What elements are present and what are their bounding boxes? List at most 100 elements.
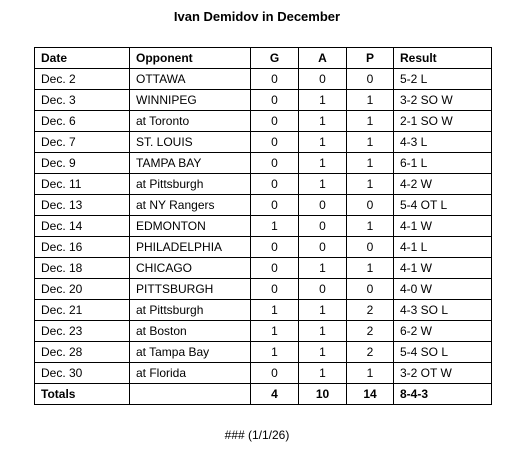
cell: 1 bbox=[298, 362, 347, 384]
cell: 0 bbox=[250, 131, 299, 153]
cell: 0 bbox=[250, 362, 299, 384]
game-row: Dec. 30 at Florida 0 1 1 3-2 OT W bbox=[34, 362, 492, 384]
cell: 1 bbox=[346, 131, 394, 153]
footer-note: ### (1/1/26) bbox=[224, 428, 290, 442]
game-row: Dec. 13 at NY Rangers 0 0 0 5-4 OT L bbox=[34, 194, 492, 216]
game-row: Dec. 14 EDMONTON 1 0 1 4-1 W bbox=[34, 215, 492, 237]
cell: 1 bbox=[298, 173, 347, 195]
cell: 6-2 W bbox=[393, 320, 492, 342]
cell: 5-4 OT L bbox=[393, 194, 492, 216]
cell: Dec. 6 bbox=[34, 110, 130, 132]
cell: 0 bbox=[346, 194, 394, 216]
cell: OTTAWA bbox=[129, 68, 251, 90]
cell: 1 bbox=[298, 152, 347, 174]
cell: PHILADELPHIA bbox=[129, 236, 251, 258]
game-row: Dec. 16 PHILADELPHIA 0 0 0 4-1 L bbox=[34, 236, 492, 258]
cell: 2 bbox=[346, 341, 394, 363]
cell: 1 bbox=[298, 89, 347, 111]
cell: 4-2 W bbox=[393, 173, 492, 195]
game-row: Dec. 3 WINNIPEG 0 1 1 3-2 SO W bbox=[34, 89, 492, 111]
cell: 4-0 W bbox=[393, 278, 492, 300]
cell: 1 bbox=[298, 341, 347, 363]
cell: 1 bbox=[346, 215, 394, 237]
column-header: Result bbox=[393, 47, 492, 69]
cell: 4-3 SO L bbox=[393, 299, 492, 321]
cell: 2 bbox=[346, 299, 394, 321]
game-row: Dec. 21 at Pittsburgh 1 1 2 4-3 SO L bbox=[34, 299, 492, 321]
cell: at Pittsburgh bbox=[129, 173, 251, 195]
cell: 1 bbox=[298, 257, 347, 279]
cell: at Florida bbox=[129, 362, 251, 384]
cell: 0 bbox=[346, 278, 394, 300]
totals-goals: 4 bbox=[250, 383, 299, 405]
cell: Dec. 2 bbox=[34, 68, 130, 90]
cell: 0 bbox=[250, 68, 299, 90]
cell: 1 bbox=[298, 131, 347, 153]
game-row: Dec. 2 OTTAWA 0 0 0 5-2 L bbox=[34, 68, 492, 90]
totals-row: Totals 4 10 14 8-4-3 bbox=[34, 383, 492, 405]
cell: at Tampa Bay bbox=[129, 341, 251, 363]
cell: 1 bbox=[298, 110, 347, 132]
cell: 2-1 SO W bbox=[393, 110, 492, 132]
cell: 0 bbox=[298, 236, 347, 258]
cell: Dec. 11 bbox=[34, 173, 130, 195]
cell: 1 bbox=[298, 299, 347, 321]
column-header: Date bbox=[34, 47, 130, 69]
cell: 4-1 W bbox=[393, 215, 492, 237]
game-row: Dec. 28 at Tampa Bay 1 1 2 5-4 SO L bbox=[34, 341, 492, 363]
cell bbox=[129, 383, 251, 405]
cell: 0 bbox=[250, 110, 299, 132]
game-row: Dec. 7 ST. LOUIS 0 1 1 4-3 L bbox=[34, 131, 492, 153]
cell: at Boston bbox=[129, 320, 251, 342]
cell: Dec. 18 bbox=[34, 257, 130, 279]
cell: Dec. 3 bbox=[34, 89, 130, 111]
cell: 0 bbox=[250, 89, 299, 111]
cell: 0 bbox=[250, 236, 299, 258]
totals-points: 14 bbox=[346, 383, 394, 405]
totals-assists: 10 bbox=[298, 383, 347, 405]
cell: CHICAGO bbox=[129, 257, 251, 279]
game-row: Dec. 9 TAMPA BAY 0 1 1 6-1 L bbox=[34, 152, 492, 174]
column-header: A bbox=[298, 47, 347, 69]
game-row: Dec. 6 at Toronto 0 1 1 2-1 SO W bbox=[34, 110, 492, 132]
cell: 0 bbox=[250, 152, 299, 174]
cell: 0 bbox=[298, 194, 347, 216]
cell: 0 bbox=[298, 68, 347, 90]
cell: 0 bbox=[250, 173, 299, 195]
title: Ivan Demidov in December bbox=[173, 9, 341, 24]
cell: 1 bbox=[250, 215, 299, 237]
cell: 1 bbox=[346, 152, 394, 174]
cell: Dec. 16 bbox=[34, 236, 130, 258]
cell: 4-1 L bbox=[393, 236, 492, 258]
cell: PITTSBURGH bbox=[129, 278, 251, 300]
cell: Dec. 28 bbox=[34, 341, 130, 363]
stats-table: Date Opponent G A P Result Dec. 2 OTTAWA 0 0 0 5-2… bbox=[34, 47, 492, 405]
cell: TAMPA BAY bbox=[129, 152, 251, 174]
cell: Dec. 9 bbox=[34, 152, 130, 174]
cell: WINNIPEG bbox=[129, 89, 251, 111]
game-row: Dec. 11 at Pittsburgh 0 1 1 4-2 W bbox=[34, 173, 492, 195]
cell: 2 bbox=[346, 320, 394, 342]
cell: 0 bbox=[250, 278, 299, 300]
cell: 3-2 SO W bbox=[393, 89, 492, 111]
column-header: G bbox=[250, 47, 299, 69]
cell: 3-2 OT W bbox=[393, 362, 492, 384]
column-header: P bbox=[346, 47, 394, 69]
totals-record: 8-4-3 bbox=[393, 383, 492, 405]
game-row: Dec. 18 CHICAGO 0 1 1 4-1 W bbox=[34, 257, 492, 279]
header-row: Date Opponent G A P Result bbox=[34, 47, 492, 69]
cell: 0 bbox=[250, 194, 299, 216]
cell: Dec. 21 bbox=[34, 299, 130, 321]
cell: EDMONTON bbox=[129, 215, 251, 237]
cell: 4-1 W bbox=[393, 257, 492, 279]
cell: Dec. 20 bbox=[34, 278, 130, 300]
cell: 1 bbox=[298, 320, 347, 342]
cell: at Toronto bbox=[129, 110, 251, 132]
game-row: Dec. 20 PITTSBURGH 0 0 0 4-0 W bbox=[34, 278, 492, 300]
cell: 1 bbox=[346, 362, 394, 384]
cell: Dec. 13 bbox=[34, 194, 130, 216]
cell: 0 bbox=[298, 215, 347, 237]
cell: 1 bbox=[250, 299, 299, 321]
cell: at NY Rangers bbox=[129, 194, 251, 216]
